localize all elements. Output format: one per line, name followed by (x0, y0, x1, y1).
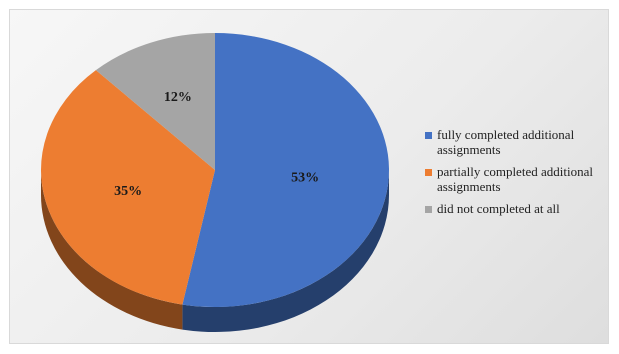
pie-side-group (41, 170, 389, 332)
legend-label-did-not-complete: did not completed at all (437, 201, 560, 216)
pie-side-fully-completed-additional-assignments (182, 170, 389, 332)
legend-swatch-fully-completed (425, 132, 432, 139)
legend-swatch-did-not-complete (425, 206, 432, 213)
pie-label-group: 53% 35% 12% (114, 90, 319, 199)
pie-side-partially-completed-additional-assignments (41, 170, 183, 330)
pie-label-did-not-completed-at-all: 12% (164, 90, 192, 105)
legend: fully completed additional assignments p… (425, 127, 615, 223)
legend-item: partially completed additional assignmen… (425, 164, 615, 194)
pie-label-fully-completed-additional-assignments: 53% (291, 171, 319, 186)
legend-label-partially-completed: partially completed additional assignmen… (437, 164, 593, 194)
legend-item: fully completed additional assignments (425, 127, 615, 157)
pie-slice-fully-completed-additional-assignments (182, 33, 390, 307)
pie-slice-did-not-completed-at-all (95, 33, 215, 170)
pie-slice-partially-completed-additional-assignments (40, 70, 215, 305)
pie-top-group (40, 33, 390, 307)
pie-label-partially-completed-additional-assignments: 35% (114, 184, 142, 199)
legend-swatch-partially-completed (425, 169, 432, 176)
legend-label-fully-completed: fully completed additional assignments (437, 127, 575, 157)
legend-item: did not completed at all (425, 201, 615, 216)
